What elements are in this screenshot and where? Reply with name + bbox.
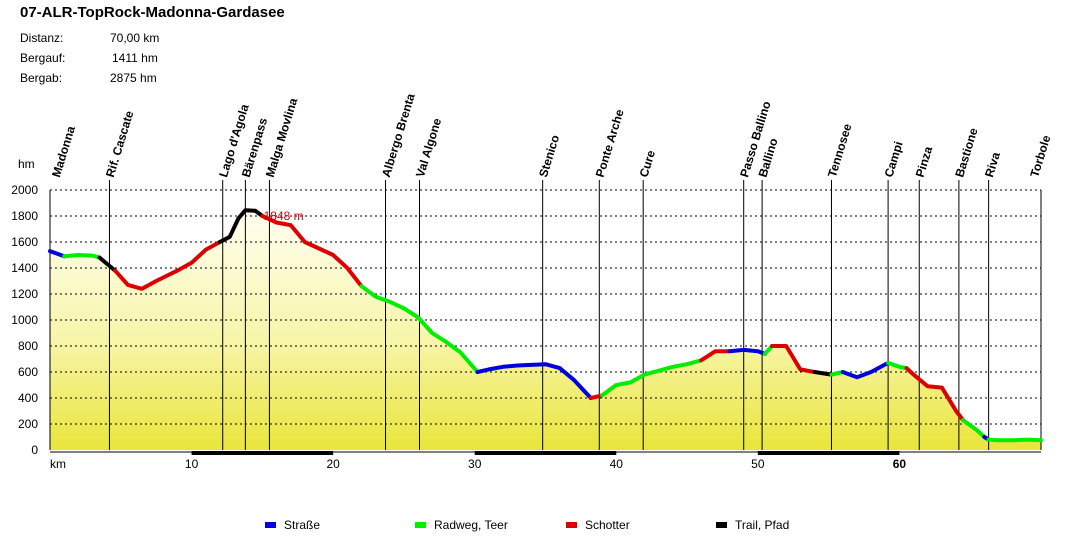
route-segment-6 xyxy=(359,284,480,374)
route-segment-3 xyxy=(113,240,222,291)
route-segment-16 xyxy=(840,360,891,380)
route-segment-18 xyxy=(904,366,966,423)
legend-item-gravel: Schotter xyxy=(566,518,630,532)
legend-label-bikepath: Radweg, Teer xyxy=(434,518,508,532)
waypoint-6-label: Val Algone xyxy=(413,116,444,179)
elevation-area xyxy=(50,210,1041,450)
x-axis-band-2 xyxy=(757,451,900,455)
x-tick-label-10: 10 xyxy=(185,457,199,471)
stat-distance-label: Distanz: xyxy=(20,31,64,45)
x-tick-label-40: 40 xyxy=(610,457,624,471)
stat-ascent-label: Bergauf: xyxy=(20,51,66,65)
x-axis-band-0 xyxy=(191,451,334,455)
waypoint-15-label: Bastione xyxy=(952,126,980,179)
x-tick-label-50: 50 xyxy=(751,457,765,471)
waypoint-8-label: Ponte Arche xyxy=(593,107,627,179)
waypoint-0-label: Madonna xyxy=(49,124,78,179)
y-tick-label-1200: 1200 xyxy=(11,287,38,301)
legend-swatch-trail xyxy=(716,522,727,528)
x-axis-unit-label: km xyxy=(50,457,66,471)
x-tick-label-30: 30 xyxy=(468,457,482,471)
chart-title: 07-ALR-TopRock-Madonna-Gardasee xyxy=(20,4,285,21)
stat-descent-label: Bergab: xyxy=(20,71,63,85)
waypoint-14-label: Pinza xyxy=(913,144,936,178)
stat-descent-value: 2875 hm xyxy=(110,71,157,85)
legend-label-trail: Trail, Pfad xyxy=(735,518,790,532)
y-axis-unit-label: hm xyxy=(18,157,35,171)
y-tick-label-2000: 2000 xyxy=(11,183,38,197)
y-tick-label-0: 0 xyxy=(31,443,38,457)
legend-swatch-road xyxy=(265,522,276,528)
route-segment-7 xyxy=(475,362,593,400)
y-tick-label-1000: 1000 xyxy=(11,313,38,327)
x-tick-label-20: 20 xyxy=(326,457,340,471)
legend-label-road: Straße xyxy=(284,518,321,532)
route-segment-5 xyxy=(260,214,364,289)
legend-label-gravel: Schotter xyxy=(585,518,630,532)
x-axis-band-1 xyxy=(474,451,617,455)
route-segment-21 xyxy=(986,437,1043,443)
y-tick-label-200: 200 xyxy=(18,417,38,431)
waypoint-5-label: Albergo Brenta xyxy=(379,92,418,179)
y-tick-label-1600: 1600 xyxy=(11,235,38,249)
route-segment-14 xyxy=(812,370,834,377)
waypoint-17-label: Torbole xyxy=(1027,133,1053,179)
legend-item-bikepath: Radweg, Teer xyxy=(415,518,508,532)
route-segment-0 xyxy=(48,249,67,259)
waypoint-13-label: Campi xyxy=(882,140,906,179)
legend-item-road: Straße xyxy=(265,518,320,532)
route-segment-10 xyxy=(699,349,732,363)
x-tick-label-60: 60 xyxy=(893,457,907,471)
route-segment-9 xyxy=(600,358,704,398)
route-segment-4 xyxy=(217,208,265,244)
legend-item-trail: Trail, Pfad xyxy=(716,518,789,532)
y-tick-label-800: 800 xyxy=(18,339,38,353)
max-elevation-label: 1848 m xyxy=(264,209,304,223)
route-segment-11 xyxy=(727,347,767,356)
legend-swatch-bikepath xyxy=(415,522,426,528)
y-tick-label-400: 400 xyxy=(18,391,38,405)
waypoint-7-label: Stenico xyxy=(536,133,562,179)
stat-ascent-value: 1411 hm xyxy=(112,51,158,65)
route-segment-1 xyxy=(62,253,102,260)
stat-distance-value: 70,00 km xyxy=(110,31,160,45)
y-tick-label-1800: 1800 xyxy=(11,209,38,223)
waypoint-1-label: Rif. Cascate xyxy=(103,109,137,179)
route-segment-19 xyxy=(961,418,987,439)
waypoint-4-label: Malga Movlina xyxy=(263,96,300,179)
y-tick-label-600: 600 xyxy=(18,365,38,379)
waypoint-9-label: Cure xyxy=(637,148,658,179)
waypoint-12-label: Tennosee xyxy=(825,122,855,179)
waypoint-16-label: Riva xyxy=(982,150,1003,179)
route-segment-17 xyxy=(886,360,909,371)
y-tick-label-1400: 1400 xyxy=(11,261,38,275)
legend-swatch-gravel xyxy=(566,522,577,528)
route-segment-13 xyxy=(770,344,817,374)
route-segment-2 xyxy=(97,255,118,273)
